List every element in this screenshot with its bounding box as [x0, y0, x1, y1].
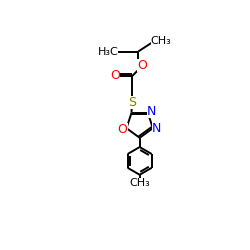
- Text: CH₃: CH₃: [151, 36, 172, 46]
- Text: N: N: [152, 122, 162, 136]
- Text: CH₃: CH₃: [129, 178, 150, 188]
- Text: N: N: [147, 105, 156, 118]
- Text: O: O: [118, 123, 128, 136]
- Text: O: O: [137, 59, 147, 72]
- Text: O: O: [110, 69, 120, 82]
- Text: H₃C: H₃C: [98, 46, 118, 56]
- Text: S: S: [128, 96, 136, 109]
